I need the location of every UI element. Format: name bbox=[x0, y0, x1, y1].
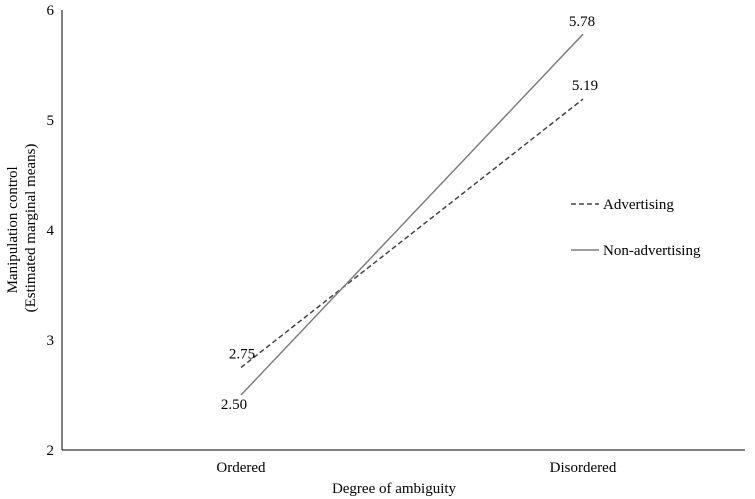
x-tick-label-disordered: Disordered bbox=[550, 460, 617, 476]
y-axis-title-line-1: Manipulation control bbox=[5, 166, 21, 293]
x-tick-labels: Ordered Disordered bbox=[216, 460, 616, 476]
y-tick-label-2: 2 bbox=[47, 443, 55, 459]
data-labels: 2.75 5.19 2.50 5.78 bbox=[221, 14, 598, 413]
data-label-non-advertising-ordered: 2.50 bbox=[221, 397, 247, 413]
legend-label-non-advertising: Non-advertising bbox=[603, 243, 701, 259]
y-tick-label-4: 4 bbox=[47, 223, 55, 239]
data-label-non-advertising-disordered: 5.78 bbox=[569, 14, 595, 30]
legend: Advertising Non-advertising bbox=[571, 197, 701, 259]
series-lines bbox=[240, 33, 584, 396]
series-line-advertising bbox=[240, 98, 584, 369]
x-axis-title: Degree of ambiguity bbox=[332, 481, 457, 497]
axes bbox=[61, 10, 745, 451]
data-label-advertising-ordered: 2.75 bbox=[229, 347, 255, 363]
legend-label-advertising: Advertising bbox=[603, 197, 674, 213]
y-tick-label-6: 6 bbox=[47, 3, 55, 19]
y-tick-label-5: 5 bbox=[47, 113, 55, 129]
series-line-non-advertising bbox=[240, 33, 584, 396]
y-tick-label-3: 3 bbox=[47, 333, 55, 349]
y-tick-labels: 2 3 4 5 6 bbox=[47, 3, 55, 459]
y-axis-title: Manipulation control (Estimated marginal… bbox=[5, 144, 39, 313]
x-tick-label-ordered: Ordered bbox=[216, 460, 266, 476]
y-axis-title-line-2: (Estimated marginal means) bbox=[23, 144, 39, 313]
data-label-advertising-disordered: 5.19 bbox=[572, 78, 598, 94]
